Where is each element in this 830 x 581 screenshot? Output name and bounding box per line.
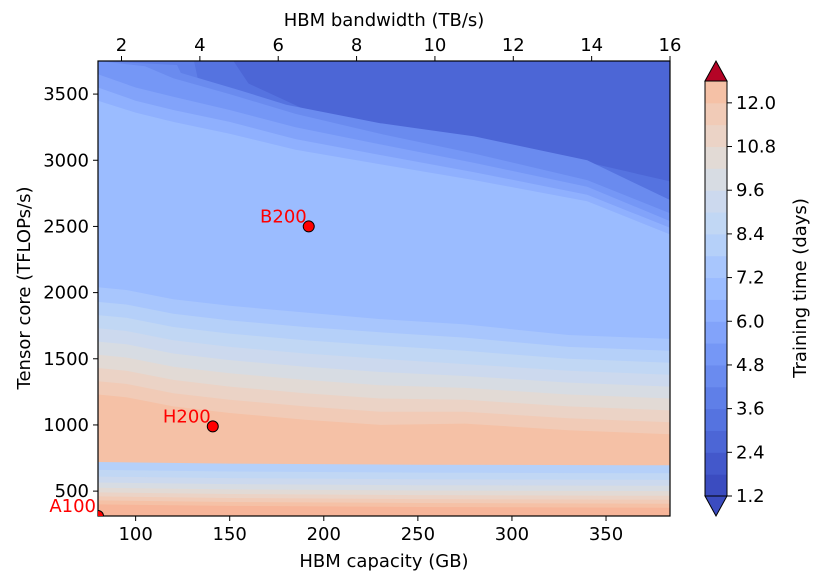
colorbar-tick-label: 10.8 xyxy=(736,137,776,158)
x-top-axis-label: HBM bandwidth (TB/s) xyxy=(284,10,485,31)
x-top-tick-label: 16 xyxy=(659,35,682,56)
colorbar-tick-label: 9.6 xyxy=(736,180,765,201)
colorbar-band xyxy=(705,386,727,410)
colorbar: 1.2 2.4 3.6 4.8 6.0 7.2 8.4 9.6 10.8 12.0 Trainin… xyxy=(704,59,811,518)
colorbar-band xyxy=(705,299,727,322)
y-tick-label: 1000 xyxy=(43,415,89,436)
colorbar-band xyxy=(705,102,727,126)
colorbar-ticks: 1.2 2.4 3.6 4.8 6.0 7.2 8.4 9.6 10.8 12.0 xyxy=(727,93,776,507)
colorbar-band xyxy=(705,408,727,431)
colorbar-band xyxy=(705,124,727,148)
contour-region xyxy=(98,504,670,516)
plot-frame xyxy=(97,60,671,517)
colorbar-band xyxy=(705,474,727,497)
x-bottom-tick-label: 350 xyxy=(589,524,623,545)
colorbar-band xyxy=(705,364,727,388)
y-tick-label: 3000 xyxy=(43,150,89,171)
colorbar-bottom-extension xyxy=(704,495,728,518)
point-label: A100 xyxy=(49,496,96,517)
colorbar-band xyxy=(705,255,727,279)
x-top-tick-label: 10 xyxy=(423,35,446,56)
marked-points: A100 H200 B200 xyxy=(49,206,315,517)
colorbar-band xyxy=(705,190,727,213)
x-top-tick-label: 8 xyxy=(351,35,362,56)
y-tick-label: 2000 xyxy=(43,283,89,304)
colorbar-tick-label: 4.8 xyxy=(736,355,765,376)
point-marker xyxy=(98,510,104,516)
x-bottom-tick-label: 250 xyxy=(401,524,435,545)
colorbar-tick-label: 8.4 xyxy=(736,224,765,245)
x-top-tick-label: 4 xyxy=(194,35,205,56)
point-label: B200 xyxy=(260,206,307,227)
x-top-tick-label: 14 xyxy=(580,35,603,56)
colorbar-band xyxy=(705,212,727,235)
x-bottom-tick-label: 100 xyxy=(118,524,152,545)
x-top-tick-label: 2 xyxy=(116,35,127,56)
colorbar-band xyxy=(705,146,727,169)
colorbar-top-extension xyxy=(704,59,728,82)
colorbar-tick-label: 12.0 xyxy=(736,93,776,114)
y-axis-label: Tensor core (TFLOPs/s) xyxy=(14,187,35,391)
colorbar-band xyxy=(705,430,727,453)
colorbar-tick-label: 2.4 xyxy=(736,442,765,463)
colorbar-label: Training time (days) xyxy=(790,198,811,379)
point-marker xyxy=(302,220,315,233)
x-top-tick-label: 12 xyxy=(502,35,525,56)
x-bottom-axis-label: HBM capacity (GB) xyxy=(299,551,468,572)
colorbar-band xyxy=(705,452,727,475)
y-axis: 500 1000 1500 2000 2500 3000 3500 xyxy=(43,84,98,502)
plot-area xyxy=(97,60,671,517)
y-tick-label: 3500 xyxy=(43,84,89,105)
colorbar-bands xyxy=(705,81,727,497)
y-tick-label: 500 xyxy=(55,481,89,502)
x-bottom-axis: 100 150 200 250 300 350 xyxy=(118,516,623,545)
y-tick-label: 2500 xyxy=(43,216,89,237)
x-bottom-tick-label: 150 xyxy=(213,524,247,545)
colorbar-tick-label: 3.6 xyxy=(736,399,765,420)
colorbar-band xyxy=(705,277,727,300)
x-top-axis: 2 4 6 8 10 12 14 16 xyxy=(116,35,682,61)
colorbar-band xyxy=(705,343,727,366)
colorbar-tick-label: 1.2 xyxy=(736,486,765,507)
x-bottom-tick-label: 200 xyxy=(307,524,341,545)
colorbar-band xyxy=(705,81,727,104)
colorbar-band xyxy=(705,233,727,257)
colorbar-band xyxy=(705,321,727,344)
point-marker xyxy=(206,420,219,433)
colorbar-tick-label: 7.2 xyxy=(736,268,765,289)
x-top-tick-label: 6 xyxy=(272,35,283,56)
y-tick-label: 1500 xyxy=(43,349,89,370)
x-bottom-tick-label: 300 xyxy=(495,524,529,545)
colorbar-frame xyxy=(704,80,728,497)
colorbar-band xyxy=(705,168,727,191)
colorbar-tick-label: 6.0 xyxy=(736,311,765,332)
point-label: H200 xyxy=(163,406,211,427)
contour-fill-layer xyxy=(98,61,670,516)
